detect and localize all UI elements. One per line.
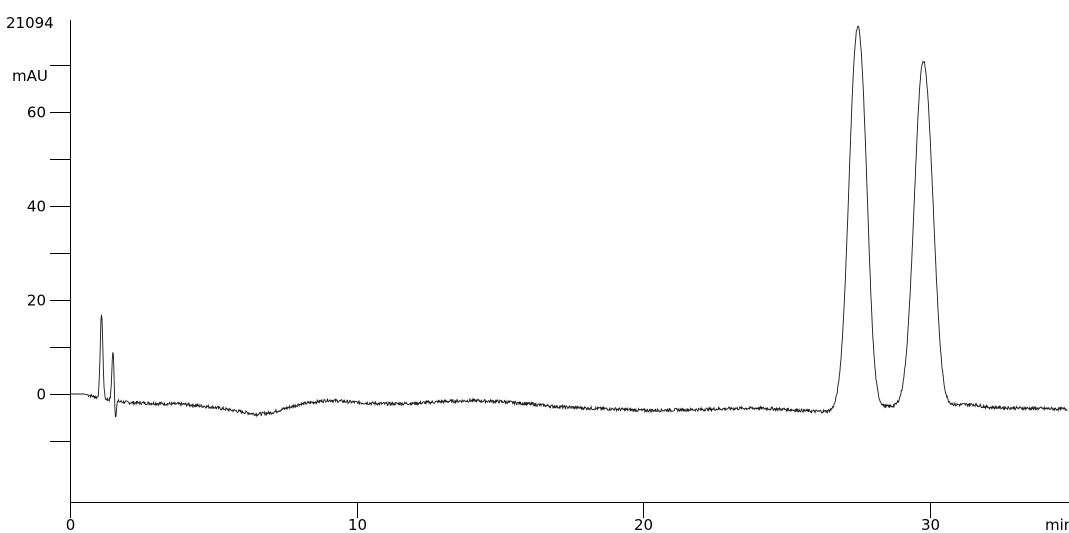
x-ticks: 0 10 20 30 (66, 502, 940, 533)
x-tick-label: 20 (634, 516, 653, 533)
y-tick-label: 40 (27, 198, 46, 216)
x-tick-label: 0 (66, 516, 76, 533)
x-tick-label: 30 (921, 516, 940, 533)
x-axis-label: min (1045, 516, 1069, 533)
y-tick-label: 0 (36, 386, 46, 404)
header-value: 21094 (6, 14, 54, 32)
signal-trace (70, 25, 1068, 418)
y-tick-label: 60 (27, 104, 46, 122)
y-ticks: 0 20 40 60 (27, 65, 70, 442)
x-tick-label: 10 (348, 516, 367, 533)
y-axis-label: mAU (12, 67, 48, 85)
y-tick-label: 20 (27, 292, 46, 310)
